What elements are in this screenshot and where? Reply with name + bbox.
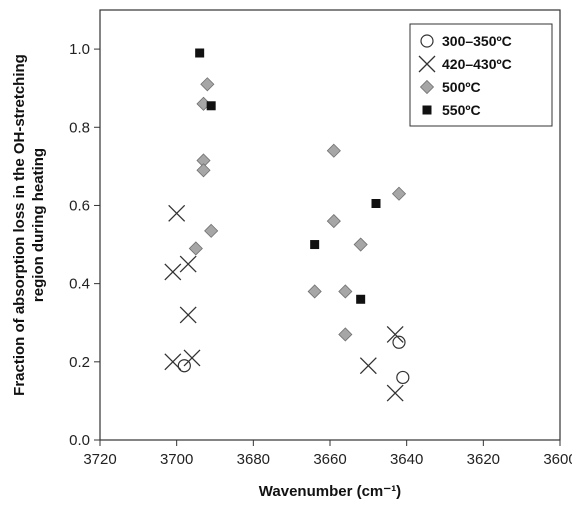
data-point-series-2 — [183, 349, 201, 367]
data-point-series-3 — [338, 327, 353, 342]
data-point-series-2 — [164, 263, 182, 281]
y-axis-title-line-2: region during heating — [30, 148, 47, 302]
data-point-series-3 — [353, 237, 368, 252]
data-point-series-1 — [392, 335, 406, 349]
legend-marker — [419, 79, 435, 95]
data-point-series-2 — [164, 353, 182, 371]
data-point-series-4 — [195, 48, 205, 58]
y-tick-label: 0.6 — [69, 197, 90, 214]
data-point-series-3 — [391, 186, 407, 201]
data-point-series-4 — [371, 199, 381, 208]
y-axis-ticks: 0.0 0.2 0.4 0.6 0.8 1.0 — [69, 41, 100, 449]
data-point-series-3 — [326, 214, 341, 229]
y-tick-label: 0.4 — [69, 276, 90, 293]
data-point-series-3 — [326, 143, 341, 158]
data-point-series-2 — [179, 255, 197, 273]
data-point-series-4 — [356, 294, 366, 304]
data-point-series-4 — [310, 240, 320, 250]
legend-label: 420–430ºC — [442, 56, 512, 72]
x-tick-label: 3680 — [237, 451, 270, 468]
data-point-series-3 — [338, 284, 353, 299]
x-tick-label: 3640 — [390, 451, 423, 468]
data-markers — [164, 48, 410, 402]
data-point-series-2 — [386, 384, 404, 402]
y-tick-label: 0.0 — [69, 432, 90, 449]
legend-label: 300–350ºC — [442, 33, 512, 49]
x-tick-label: 3660 — [313, 451, 346, 468]
x-tick-label: 3620 — [467, 451, 500, 468]
x-tick-label: 3720 — [83, 451, 116, 468]
legend-marker — [420, 34, 434, 48]
legend-label: 500ºC — [442, 79, 481, 95]
data-point-series-2 — [168, 204, 186, 222]
legend: 300–350ºC 420–430ºC 500ºC 550ºC — [409, 23, 553, 127]
legend-marker — [422, 105, 432, 115]
data-point-series-1 — [396, 370, 410, 385]
legend-box — [409, 23, 553, 127]
data-point-series-4 — [206, 101, 216, 111]
y-tick-label: 0.2 — [69, 354, 90, 371]
x-tick-label: 3700 — [160, 451, 193, 468]
x-axis-title: Wavenumber (cm⁻¹) — [259, 483, 401, 500]
data-point-series-2 — [179, 306, 197, 324]
data-point-series-3 — [196, 163, 211, 178]
y-tick-label: 0.8 — [69, 119, 90, 136]
legend-marker — [418, 55, 436, 73]
legend-label: 550ºC — [442, 102, 481, 118]
data-point-series-3 — [200, 77, 215, 92]
data-point-series-2 — [386, 325, 404, 343]
data-point-series-3 — [307, 284, 322, 299]
data-point-series-3 — [188, 241, 203, 256]
data-point-series-3 — [204, 223, 219, 238]
y-tick-label: 1.0 — [69, 41, 90, 58]
data-point-series-2 — [359, 357, 377, 375]
y-axis-title-line-1: Fraction of absorption loss in the OH-st… — [11, 54, 28, 396]
